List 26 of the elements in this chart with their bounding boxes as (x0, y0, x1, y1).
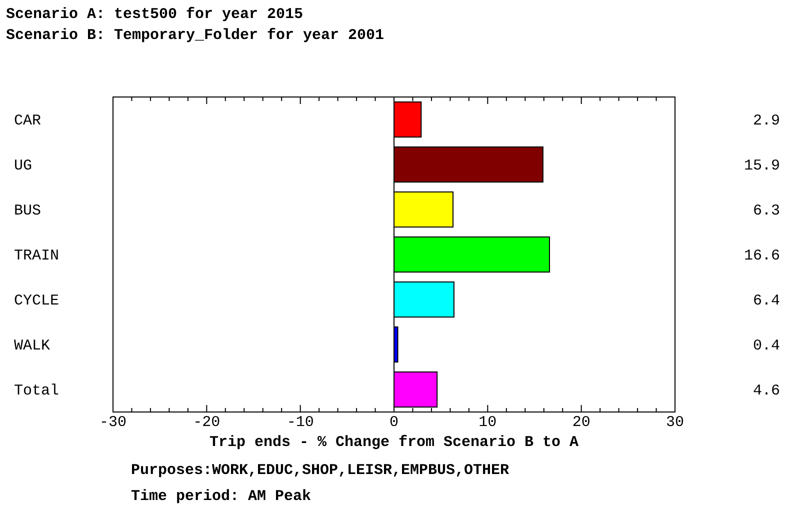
x-tick-label: -30 (99, 414, 127, 431)
text: Purposes:WORK,EDUC,SHOP,LEISR,EMPBUS,OTHER (131, 462, 510, 479)
data-label: 0.4 (752, 338, 780, 354)
y-tick-label: WALK (14, 338, 50, 354)
y-tick-label: CYCLE (14, 292, 60, 310)
x-tick-label: 30 (666, 414, 684, 431)
text: Time period: AM Peak (131, 488, 312, 505)
x-tick-label: 0 (389, 414, 399, 431)
x-tick-label: 20 (572, 414, 590, 431)
x-tick-label: -10 (286, 414, 314, 431)
data-label: 2.9 (752, 112, 780, 130)
data-label: 6.4 (752, 292, 780, 310)
y-tick-label: Total (14, 382, 60, 400)
chart-title: Scenario A: test500 for year 2015 (6, 6, 304, 23)
data-label: 4.6 (752, 382, 780, 400)
data-label: 16.6 (744, 248, 780, 264)
x-tick-label: -20 (193, 414, 220, 431)
chart-subtitle: Scenario B: Temporary_Folder for year 2001 (6, 27, 384, 44)
y-tick-label: CAR (14, 112, 42, 130)
x-tick-label: 10 (478, 414, 497, 431)
y-tick-label: TRAIN (14, 248, 60, 264)
data-label: 15.9 (744, 158, 780, 174)
y-tick-label: BUS (14, 202, 42, 220)
y-tick-label: UG (14, 158, 32, 174)
data-label: 6.3 (752, 202, 780, 220)
x-axis-title: Trip ends - % Change from Scenario B to A (209, 434, 579, 451)
